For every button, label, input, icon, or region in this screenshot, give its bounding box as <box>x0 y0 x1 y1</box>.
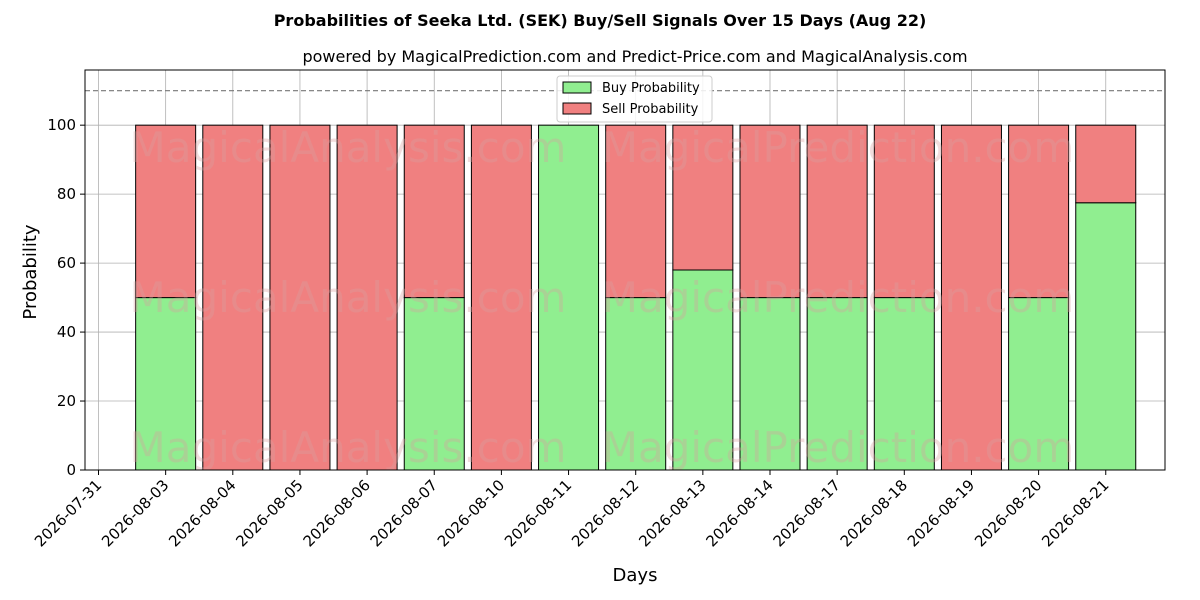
y-tick-label: 80 <box>57 185 76 203</box>
y-tick-label: 40 <box>57 323 76 341</box>
legend-swatch <box>562 81 592 94</box>
sell-bar <box>940 124 1002 471</box>
buy-bar <box>403 297 465 471</box>
chart-subtitle: powered by MagicalPrediction.com and Pre… <box>302 47 967 66</box>
x-tick-label: 2026-08-10 <box>434 476 508 550</box>
watermark-text: MagicalPrediction.com <box>602 273 1075 322</box>
watermark-text: MagicalPrediction.com <box>602 423 1075 472</box>
bars <box>135 124 1137 471</box>
buy-bar <box>873 297 935 471</box>
buy-bar <box>1075 202 1137 471</box>
x-axis-label: Days <box>613 565 658 586</box>
buy-bar <box>538 124 600 471</box>
watermark-text: MagicalPrediction.com <box>602 123 1075 172</box>
sell-bar <box>806 124 868 299</box>
watermark-text: MagicalAnalysis.com <box>130 273 567 322</box>
sell-bar <box>1008 124 1070 299</box>
y-tick-label: 60 <box>57 254 76 272</box>
watermark-text: MagicalAnalysis.com <box>130 123 567 172</box>
plot-frame <box>84 69 1166 471</box>
x-tick-label: 2026-08-21 <box>1038 476 1112 550</box>
sell-bar <box>1075 124 1137 204</box>
chart-title: Probabilities of Seeka Ltd. (SEK) Buy/Se… <box>274 11 927 30</box>
y-tick-label: 100 <box>47 116 76 134</box>
buy-bar <box>739 297 801 471</box>
x-tick-label: 2026-08-18 <box>837 476 911 550</box>
buy-bar <box>605 297 667 471</box>
y-axis-ticks: 0 20 40 60 80 100 <box>47 116 85 479</box>
y-tick-label: 20 <box>57 392 76 410</box>
sell-bar <box>336 124 398 471</box>
sell-bar <box>135 124 197 299</box>
sell-bar <box>403 124 465 299</box>
legend-label: Buy Probability <box>602 81 700 96</box>
sell-bar <box>873 124 935 299</box>
x-tick-label: 2026-08-13 <box>635 476 709 550</box>
sell-bar <box>202 124 264 471</box>
x-tick-label: 2026-08-20 <box>971 476 1045 550</box>
x-axis-ticks: 2026-07-312026-08-032026-08-042026-08-05… <box>31 470 1113 550</box>
x-tick-label: 2026-08-12 <box>568 476 642 550</box>
x-tick-label: 2026-07-31 <box>31 476 105 550</box>
watermark-text: MagicalAnalysis.com <box>130 423 567 472</box>
sell-bar <box>739 124 801 299</box>
watermarks: MagicalAnalysis.com MagicalPrediction.com… <box>130 123 1075 472</box>
legend-label: Sell Probability <box>602 102 699 117</box>
x-tick-label: 2026-08-11 <box>501 476 575 550</box>
buy-bar <box>672 269 734 471</box>
sell-bar <box>269 124 331 471</box>
x-tick-label: 2026-08-04 <box>165 476 239 550</box>
y-axis-label: Probability <box>20 224 41 319</box>
buy-bar <box>1008 297 1070 471</box>
x-tick-label: 2026-08-03 <box>98 476 172 550</box>
buy-bar <box>806 297 868 471</box>
x-tick-label: 2026-08-05 <box>232 476 306 550</box>
legend: Buy Probability Sell Probability <box>556 75 713 123</box>
sell-bar <box>605 124 667 299</box>
x-tick-label: 2026-08-07 <box>367 476 441 550</box>
legend-swatch <box>562 102 592 115</box>
y-tick-label: 0 <box>66 461 76 479</box>
x-tick-label: 2026-08-14 <box>702 476 776 550</box>
x-tick-label: 2026-08-19 <box>904 476 978 550</box>
legend-box <box>556 75 713 123</box>
x-tick-label: 2026-08-17 <box>770 476 844 550</box>
x-tick-label: 2026-08-06 <box>300 476 374 550</box>
sell-bar <box>470 124 532 471</box>
sell-bar <box>672 124 734 271</box>
